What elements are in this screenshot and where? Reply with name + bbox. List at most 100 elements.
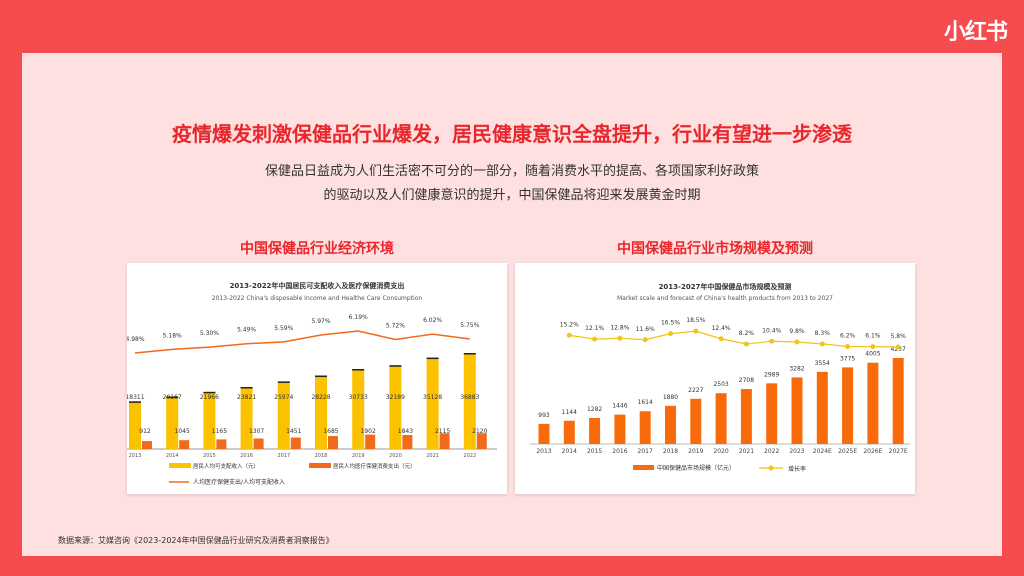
medical-label: 1165: [212, 428, 227, 435]
market-label: 3554: [815, 360, 830, 367]
x-tick-label: 2018: [315, 453, 328, 459]
income-bar-cap: [277, 381, 290, 383]
growth-point: [566, 332, 572, 338]
market-bar: [639, 411, 651, 444]
income-label: 30733: [349, 394, 368, 401]
market-bar: [816, 371, 828, 444]
market-bar: [563, 420, 575, 444]
growth-point: [794, 339, 800, 345]
market-bar: [614, 414, 626, 444]
chart-subtitle: Market scale and forecast of China's hea…: [617, 295, 833, 302]
medical-bar: [328, 436, 338, 449]
market-label: 3775: [840, 355, 855, 362]
growth-point: [819, 341, 825, 347]
x-tick-label: 2017: [638, 448, 653, 455]
ratio-label: 5.49%: [237, 327, 256, 334]
x-tick-label: 2026E: [863, 448, 882, 455]
income-label: 32189: [386, 394, 405, 401]
headline: 疫情爆发刺激保健品行业爆发，居民健康意识全盘提升，行业有望进一步渗透: [172, 122, 852, 146]
growth-point: [693, 328, 699, 334]
legend-medical: 居民人均医疗保健消费支出（元）: [333, 462, 416, 470]
market-label: 4005: [865, 351, 880, 358]
legend-ratio: 人均医疗保健支出/人均可支配收入: [193, 478, 285, 486]
growth-label: 6.2%: [840, 333, 856, 340]
medical-bar: [439, 433, 450, 449]
market-label: 2503: [713, 381, 728, 388]
growth-point: [895, 344, 901, 350]
ratio-label: 6.02%: [423, 317, 442, 324]
medical-bar: [365, 434, 376, 449]
medical-bar: [179, 440, 190, 449]
x-tick-label: 2027E: [889, 448, 908, 455]
income-label: 23821: [237, 394, 256, 401]
market-label: 1446: [612, 403, 627, 410]
x-tick-label: 2013: [129, 453, 142, 459]
market-bar: [791, 377, 803, 444]
market-label: 1144: [562, 409, 577, 416]
income-bar-cap: [426, 357, 439, 360]
income-bar-cap: [463, 353, 476, 355]
income-label: 25974: [274, 394, 293, 401]
medical-bar: [253, 438, 264, 449]
data-source: 数据来源：艾媒咨询《2023-2024年中国保健品行业研究及消费者洞察报告》: [58, 536, 334, 545]
ratio-label: 5.59%: [274, 325, 293, 332]
growth-label: 8.3%: [815, 330, 831, 337]
income-bar: [166, 396, 179, 449]
medical-label: 1902: [361, 428, 376, 435]
market-bar: [589, 417, 601, 444]
ratio-line: [134, 330, 470, 354]
income-label: 35128: [423, 394, 442, 401]
market-label: 2708: [739, 377, 754, 384]
growth-point: [769, 338, 775, 344]
medical-label: 1843: [398, 428, 413, 435]
growth-label: 12.1%: [585, 325, 604, 332]
income-bar: [426, 357, 439, 449]
growth-point: [617, 335, 623, 341]
market-label: 2227: [688, 387, 703, 394]
income-label: 18311: [127, 394, 145, 401]
medical-bar: [402, 435, 413, 449]
growth-label: 12.4%: [712, 325, 731, 332]
medical-bar: [290, 437, 301, 449]
x-tick-label: 2016: [612, 448, 627, 455]
medical-bar: [476, 433, 487, 449]
market-label: 993: [538, 412, 550, 419]
medical-label: 2120: [472, 428, 487, 435]
income-bar-cap: [389, 365, 402, 367]
x-tick-label: 2021: [426, 453, 439, 459]
income-bar: [463, 353, 476, 449]
market-bar: [665, 405, 676, 444]
growth-label: 11.6%: [636, 326, 655, 333]
x-tick-label: 2019: [688, 448, 703, 455]
legend-medical-swatch: [309, 463, 331, 468]
x-tick-label: 2015: [587, 448, 602, 455]
medical-label: 2115: [435, 428, 450, 435]
market-chart: 2013-2027年中国保健品市场规模及预测 Market scale and f…: [515, 263, 915, 494]
x-tick-label: 2018: [663, 448, 678, 455]
growth-label: 5.8%: [891, 333, 907, 340]
x-tick-label: 2024E: [813, 448, 832, 455]
right-section-title: 中国保健品行业市场规模及预测: [617, 241, 813, 257]
market-bar: [690, 398, 702, 444]
growth-label: 9.8%: [789, 328, 805, 335]
income-bar-cap: [129, 401, 141, 403]
income-bar-cap: [352, 369, 365, 371]
income-bar-cap: [203, 391, 216, 394]
ratio-label: 5.18%: [163, 332, 182, 339]
market-label: 4237: [891, 346, 906, 353]
growth-line: [569, 330, 899, 348]
ratio-label: 6.19%: [349, 314, 368, 321]
income-bar: [277, 381, 290, 449]
x-tick-label: 2023: [789, 448, 804, 455]
x-tick-label: 2022: [463, 453, 476, 459]
ratio-label: 5.75%: [460, 322, 479, 329]
xiaohongshu-logo: 小红书: [944, 20, 1008, 45]
x-tick-label: 2020: [713, 448, 728, 455]
market-label: 1614: [638, 399, 653, 406]
growth-point: [845, 344, 851, 349]
x-tick-label: 2025E: [838, 448, 857, 455]
medical-bar: [216, 439, 227, 449]
legend-income-swatch: [169, 463, 191, 468]
ratio-label: 4.98%: [127, 336, 145, 343]
legend-market-swatch: [633, 465, 654, 470]
